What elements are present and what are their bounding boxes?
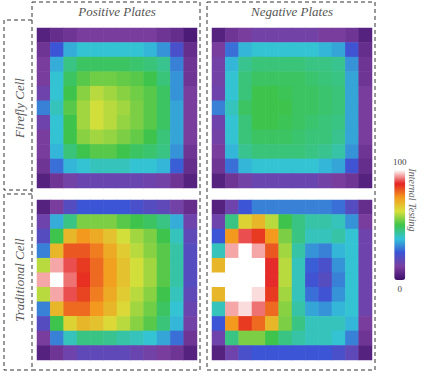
svg-text:Firefly Cell: Firefly Cell	[12, 78, 27, 139]
svg-text:100: 100	[393, 157, 407, 167]
svg-text:0: 0	[398, 284, 403, 294]
svg-text:Positive Plates: Positive Plates	[77, 4, 156, 19]
svg-text:Traditional Cell: Traditional Cell	[12, 238, 27, 322]
svg-text:Negative Plates: Negative Plates	[250, 4, 333, 19]
svg-text:Internal Testing: Internal Testing	[407, 167, 418, 231]
